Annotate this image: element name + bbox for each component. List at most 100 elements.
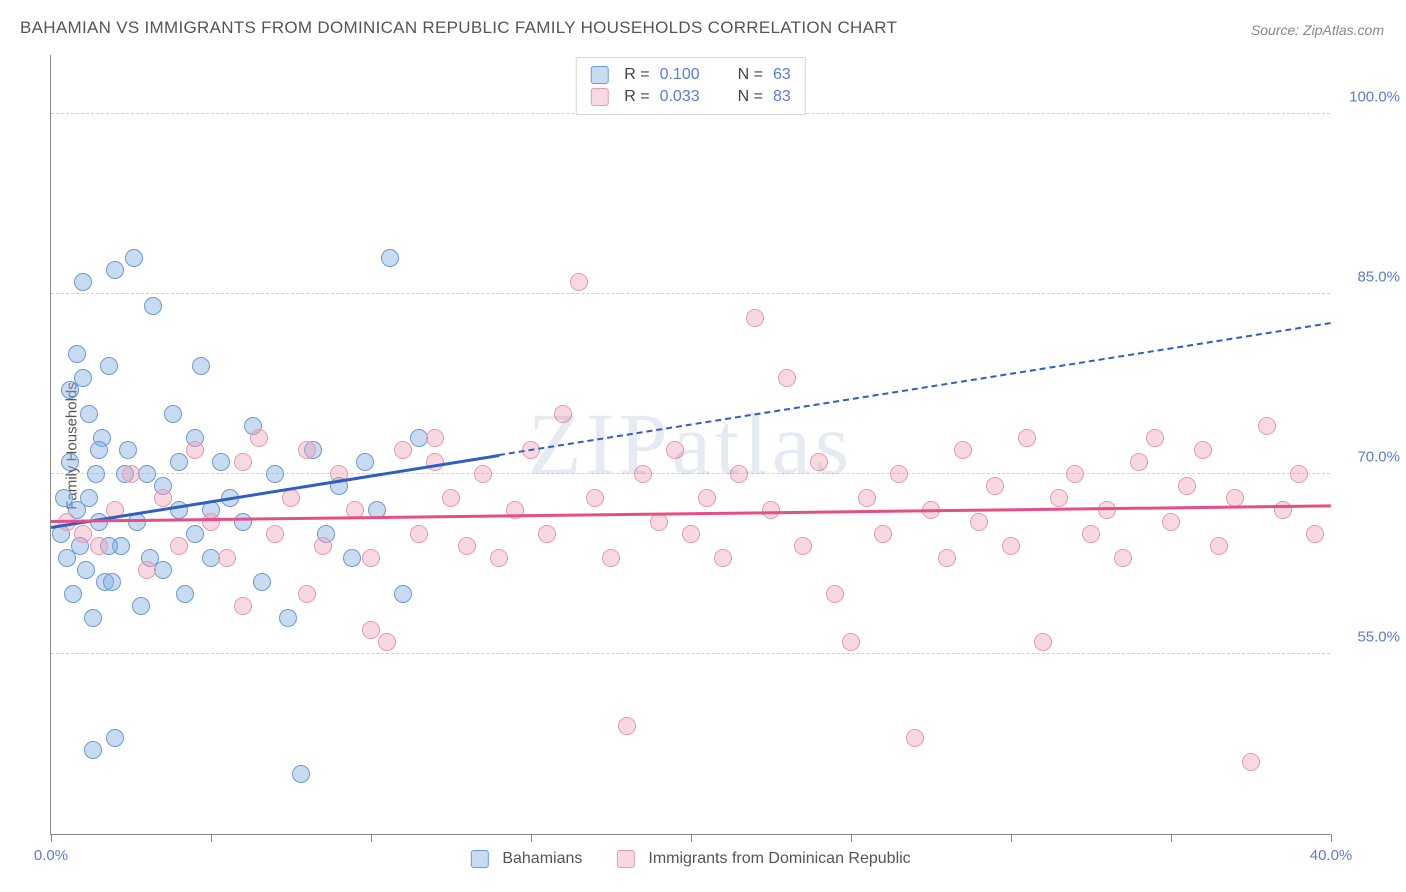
scatter-point <box>1050 489 1068 507</box>
x-tick <box>531 834 532 842</box>
series-legend: Bahamians Immigrants from Dominican Repub… <box>470 850 910 868</box>
scatter-point <box>61 453 79 471</box>
scatter-point <box>186 441 204 459</box>
scatter-point <box>74 525 92 543</box>
scatter-point <box>132 597 150 615</box>
trend-line <box>499 322 1331 456</box>
chart-title: BAHAMIAN VS IMMIGRANTS FROM DOMINICAN RE… <box>20 18 897 38</box>
scatter-point <box>186 525 204 543</box>
scatter-point <box>1114 549 1132 567</box>
scatter-point <box>234 513 252 531</box>
scatter-point <box>138 561 156 579</box>
scatter-point <box>938 549 956 567</box>
scatter-point <box>343 549 361 567</box>
scatter-point <box>119 441 137 459</box>
x-tick <box>51 834 52 842</box>
scatter-point <box>100 357 118 375</box>
scatter-point <box>714 549 732 567</box>
source-attribution: Source: ZipAtlas.com <box>1251 22 1384 38</box>
scatter-point <box>122 465 140 483</box>
scatter-point <box>77 561 95 579</box>
scatter-point <box>1306 525 1324 543</box>
scatter-point <box>176 585 194 603</box>
scatter-point <box>570 273 588 291</box>
legend-item: Bahamians <box>470 850 582 868</box>
scatter-point <box>698 489 716 507</box>
scatter-point <box>234 597 252 615</box>
scatter-point <box>970 513 988 531</box>
scatter-point <box>442 489 460 507</box>
y-tick-label: 85.0% <box>1340 269 1400 286</box>
scatter-point <box>381 249 399 267</box>
scatter-point <box>64 585 82 603</box>
scatter-point <box>778 369 796 387</box>
legend-label: Immigrants from Dominican Republic <box>648 850 910 868</box>
legend-label: Bahamians <box>502 850 582 868</box>
scatter-point <box>746 309 764 327</box>
scatter-point <box>170 453 188 471</box>
scatter-point <box>90 441 108 459</box>
scatter-point <box>762 501 780 519</box>
scatter-point <box>128 513 146 531</box>
scatter-point <box>1274 501 1292 519</box>
scatter-point <box>1098 501 1116 519</box>
scatter-point <box>890 465 908 483</box>
x-tick <box>851 834 852 842</box>
scatter-point <box>634 465 652 483</box>
legend-swatch <box>616 850 634 868</box>
scatter-point <box>212 453 230 471</box>
scatter-point <box>1242 753 1260 771</box>
scatter-point <box>874 525 892 543</box>
scatter-point <box>954 441 972 459</box>
scatter-point <box>1290 465 1308 483</box>
scatter-point <box>666 441 684 459</box>
scatter-point <box>192 357 210 375</box>
scatter-point <box>138 465 156 483</box>
scatter-point <box>314 537 332 555</box>
scatter-point <box>394 441 412 459</box>
x-tick-label: 40.0% <box>1310 847 1353 864</box>
scatter-point <box>426 453 444 471</box>
scatter-point <box>906 729 924 747</box>
scatter-point <box>618 717 636 735</box>
x-tick <box>1331 834 1332 842</box>
correlation-legend: R =0.100N =63R =0.033N =83 <box>575 57 806 115</box>
scatter-point <box>1258 417 1276 435</box>
scatter-point <box>586 489 604 507</box>
x-tick <box>1011 834 1012 842</box>
scatter-point <box>1002 537 1020 555</box>
scatter-point <box>234 453 252 471</box>
scatter-point <box>1194 441 1212 459</box>
scatter-point <box>250 429 268 447</box>
scatter-point <box>356 453 374 471</box>
gridline <box>51 653 1330 654</box>
scatter-point <box>410 525 428 543</box>
y-tick-label: 70.0% <box>1340 449 1400 466</box>
scatter-point <box>68 345 86 363</box>
scatter-point <box>84 741 102 759</box>
n-label: N = <box>738 66 763 84</box>
scatter-point <box>292 765 310 783</box>
x-tick <box>371 834 372 842</box>
scatter-point <box>125 249 143 267</box>
legend-row: R =0.100N =63 <box>590 64 791 86</box>
x-tick <box>691 834 692 842</box>
legend-swatch <box>590 88 608 106</box>
scatter-point <box>61 381 79 399</box>
r-value: 0.100 <box>660 66 700 84</box>
scatter-point <box>279 609 297 627</box>
scatter-point <box>490 549 508 567</box>
scatter-point <box>90 537 108 555</box>
scatter-point <box>74 273 92 291</box>
scatter-point <box>986 477 1004 495</box>
scatter-point <box>1210 537 1228 555</box>
scatter-point <box>1066 465 1084 483</box>
scatter-point <box>650 513 668 531</box>
x-tick <box>211 834 212 842</box>
r-label: R = <box>624 88 649 106</box>
scatter-point <box>1178 477 1196 495</box>
scatter-point <box>858 489 876 507</box>
y-tick-label: 55.0% <box>1340 629 1400 646</box>
scatter-point <box>730 465 748 483</box>
scatter-point <box>474 465 492 483</box>
